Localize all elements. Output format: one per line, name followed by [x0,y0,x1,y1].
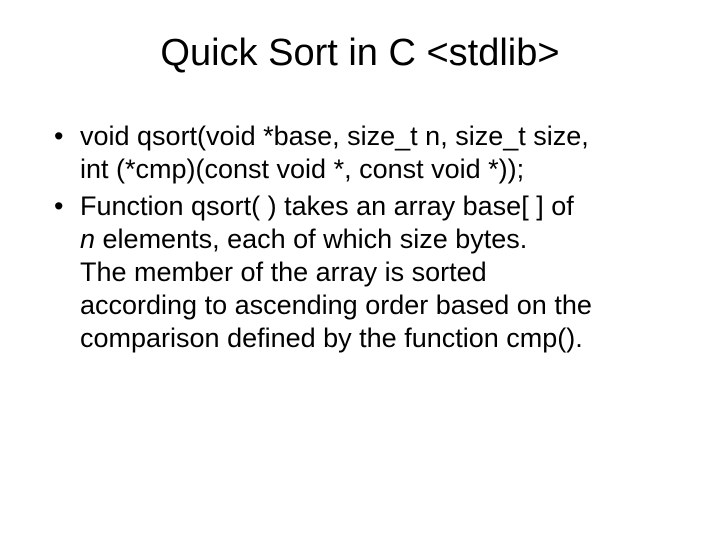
italic-text: n [80,224,95,254]
slide-title: Quick Sort in C <stdlib> [40,32,680,75]
bullet-line: Function qsort( ) takes an array base[ ]… [80,191,574,221]
list-item: Function qsort( ) takes an array base[ ]… [50,190,670,355]
bullet-line: elements, each of which size bytes. [95,224,527,254]
bullet-line: The member of the array is sorted [80,257,487,287]
bullet-line: int (*cmp)(const void *, const void *)); [80,154,524,184]
bullet-line: void qsort(void *base, size_t n, size_t … [80,121,589,151]
list-item: void qsort(void *base, size_t n, size_t … [50,120,670,186]
bullet-line: according to ascending order based on th… [80,290,592,320]
bullet-line: comparison defined by the function cmp()… [80,323,583,353]
slide: Quick Sort in C <stdlib> void qsort(void… [0,0,720,540]
bullet-list: void qsort(void *base, size_t n, size_t … [40,120,680,355]
